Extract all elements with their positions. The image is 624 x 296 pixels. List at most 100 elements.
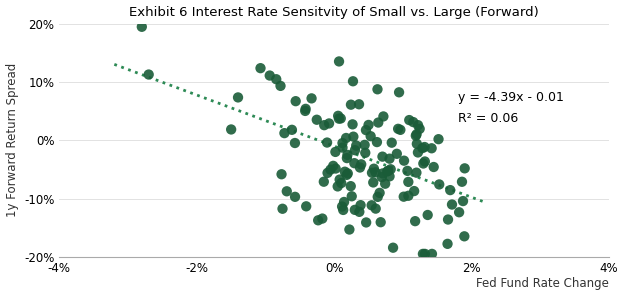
Point [427,252,437,256]
Point [347,194,357,199]
Point [378,171,388,176]
Point [412,132,422,137]
Point [417,146,427,150]
Point [367,203,377,208]
Point [429,165,439,169]
Point [374,191,384,195]
Point [265,73,275,78]
Point [361,220,371,225]
Point [336,181,346,185]
Point [343,152,353,157]
Point [420,252,430,256]
Point [443,217,453,222]
Point [418,252,428,256]
Point [336,116,346,121]
Point [344,227,354,232]
Point [376,220,386,225]
Point [402,168,412,173]
Point [334,116,344,121]
Point [371,206,381,211]
Point [373,194,383,199]
Point [354,210,364,214]
Point [271,77,281,82]
Point [380,181,390,186]
Point [434,137,444,141]
Point [226,127,236,132]
Point [361,128,371,132]
Point [422,213,432,217]
Point [413,123,423,128]
Point [233,95,243,100]
Point [404,118,414,123]
Point [373,120,383,125]
Text: y = -4.39x - 0.01
R² = 0.06: y = -4.39x - 0.01 R² = 0.06 [458,91,564,125]
Point [442,242,452,246]
Point [346,102,356,107]
Point [447,202,457,207]
Point [349,161,359,165]
Point [393,126,403,131]
Point [280,131,290,136]
Point [372,140,382,144]
Point [287,128,297,132]
Point [360,150,370,155]
Point [356,203,366,207]
Point [348,122,358,127]
Point [337,204,347,209]
Point [418,161,428,166]
Title: Exhibit 6 Interest Rate Sensitvity of Small vs. Large (Forward): Exhibit 6 Interest Rate Sensitvity of Sm… [129,6,539,19]
Point [326,167,336,172]
Point [300,109,310,113]
Point [413,150,423,155]
Point [377,175,387,180]
Point [343,171,353,176]
Point [371,170,381,175]
Point [328,163,338,168]
Point [394,90,404,95]
Point [322,140,332,145]
Point [383,169,392,174]
Point [458,199,468,203]
Point [331,166,341,171]
Point [368,180,378,185]
Point [364,123,374,127]
Point [403,193,413,198]
Point [306,96,316,101]
Point [338,141,348,145]
Point [409,189,419,193]
Point [338,207,348,212]
Point [278,206,288,211]
Point [457,179,467,184]
Point [403,180,413,184]
Point [350,207,360,212]
Point [378,114,388,119]
Point [290,141,300,145]
X-axis label: Fed Fund Rate Change: Fed Fund Rate Change [476,277,609,290]
Point [411,133,421,138]
Point [137,25,147,29]
Point [319,179,329,184]
Point [334,177,344,182]
Point [454,210,464,215]
Point [410,219,420,223]
Point [144,72,154,77]
Point [333,184,343,189]
Point [354,102,364,107]
Point [301,204,311,209]
Point [351,143,361,148]
Point [359,142,369,147]
Point [301,107,311,111]
Point [324,121,334,126]
Point [369,166,379,171]
Point [290,194,300,199]
Point [348,134,358,139]
Point [399,158,409,163]
Point [388,245,398,250]
Point [415,126,425,131]
Point [342,173,352,177]
Point [282,189,292,194]
Point [367,170,377,175]
Point [420,159,430,164]
Point [399,194,409,199]
Point [291,99,301,104]
